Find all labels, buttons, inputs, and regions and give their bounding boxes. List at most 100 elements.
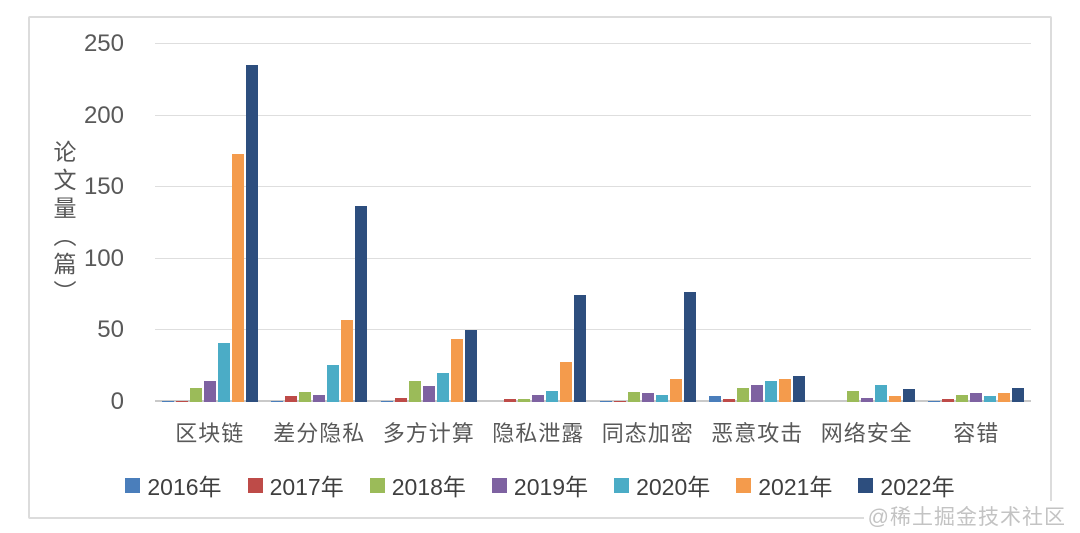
bar-2018年-多方计算 [408,380,421,402]
bar-2021年-同态加密 [669,379,682,402]
bar-group-8 [922,44,1032,402]
bar-2020年-恶意攻击 [765,380,778,402]
bar-2019年-恶意攻击 [751,384,764,402]
bar-2018年-区块链 [189,387,202,402]
bar-2017年-多方计算 [394,397,407,402]
bar-2021年-区块链 [231,154,244,402]
y-tick-label-200: 200 [83,101,124,129]
bar-2018年-同态加密 [627,391,640,402]
chart-card: 论文量（篇） 0 50 100 150 200 250 区块链 差分隐私 多方计算 隐私泄露 同态… [28,16,1052,519]
legend-swatch-2017年 [247,477,263,493]
bar-group-3 [374,44,484,402]
y-tick-label-150: 150 [83,173,124,201]
bar-2017年-容错 [942,399,955,402]
legend-item-2018年: 2018年 [369,468,466,502]
legend-item-2022年: 2022年 [858,468,955,502]
bar-group-2 [265,44,375,402]
legend-label-2021年: 2021年 [758,474,833,500]
bar-2020年-网络安全 [874,384,887,402]
bar-2022年-网络安全 [902,389,915,402]
x-label-5: 同态加密 [601,421,694,446]
bar-2022年-区块链 [245,65,258,402]
bar-2019年-容错 [970,393,983,402]
legend-swatch-2022年 [858,477,874,493]
legend-swatch-2016年 [125,477,141,493]
bar-2017年-同态加密 [613,400,626,402]
legend-label-2022年: 2022年 [880,474,955,500]
x-label-1: 区块链 [175,421,245,446]
x-axis-labels: 区块链 差分隐私 多方计算 隐私泄露 同态加密 恶意攻击 网络安全 容错 [155,416,1031,448]
bar-2022年-容错 [1012,387,1025,402]
bar-2020年-隐私泄露 [546,390,559,402]
bar-2017年-恶意攻击 [723,399,736,402]
legend: 2016年 2017年 2018年 2019年 2020年 2021年 2022年 [30,468,1050,502]
bar-2019年-隐私泄露 [532,394,545,402]
bar-2022年-隐私泄露 [574,294,587,402]
x-label-6: 恶意攻击 [711,421,804,446]
watermark: @稀土掘金技术社区 [863,501,1066,531]
bar-2020年-区块链 [217,343,230,402]
gridline-150 [155,186,1031,188]
bar-2021年-网络安全 [888,396,901,402]
gridline-50 [155,329,1031,331]
legend-item-2016年: 2016年 [125,468,222,502]
gridline-100 [155,257,1031,259]
legend-label-2018年: 2018年 [391,474,466,500]
legend-swatch-2019年 [491,477,507,493]
bar-2017年-隐私泄露 [504,399,517,402]
bar-2019年-网络安全 [860,397,873,402]
legend-item-2019年: 2019年 [491,468,588,502]
y-tick-label-100: 100 [83,244,124,272]
y-tick-label-250: 250 [83,30,124,57]
gridline-200 [155,114,1031,116]
bar-2018年-隐私泄露 [518,399,531,402]
bar-2020年-差分隐私 [327,364,340,402]
legend-item-2021年: 2021年 [736,468,832,502]
bar-2016年-恶意攻击 [709,396,722,402]
bar-2016年-同态加密 [599,400,612,402]
bar-2020年-同态加密 [655,394,668,402]
bar-2019年-差分隐私 [313,394,326,402]
bar-2022年-同态加密 [683,291,696,402]
bar-2016年-差分隐私 [271,400,284,402]
legend-swatch-2020年 [614,477,630,493]
legend-swatch-2021年 [736,477,752,493]
x-label-2: 差分隐私 [273,421,366,446]
bar-2016年-多方计算 [380,400,393,402]
x-label-8: 容错 [953,421,1000,446]
bar-group-4 [484,44,594,402]
x-axis-line [155,400,1031,402]
bar-group-6 [703,44,813,402]
gridline-250 [155,43,1031,44]
bar-2021年-多方计算 [450,339,463,402]
y-axis-title: 论文量（篇） [50,140,76,308]
bar-2021年-容错 [998,393,1011,402]
bar-2018年-差分隐私 [299,391,312,402]
bar-2016年-区块链 [161,400,174,402]
bar-2022年-恶意攻击 [793,376,806,402]
y-tick-label-50: 50 [97,316,124,344]
bar-group-1 [155,44,265,402]
bar-2018年-恶意攻击 [737,387,750,402]
bar-2019年-多方计算 [422,386,435,402]
bar-2017年-差分隐私 [285,396,298,402]
bar-2019年-同态加密 [641,393,654,402]
bar-2018年-容错 [956,394,969,402]
x-label-4: 隐私泄露 [492,421,585,446]
bar-2021年-恶意攻击 [779,379,792,402]
bar-2019年-区块链 [203,380,216,402]
bar-2017年-区块链 [175,400,188,402]
bar-2022年-差分隐私 [355,205,368,402]
bar-2020年-容错 [984,396,997,402]
legend-label-2020年: 2020年 [636,474,711,500]
bar-2018年-网络安全 [846,390,859,402]
bar-group-7 [812,44,922,402]
bar-2020年-多方计算 [436,373,449,402]
legend-swatch-2018年 [369,477,385,493]
bar-groups-container [155,44,1031,402]
bar-2021年-隐私泄露 [560,361,573,402]
legend-item-2020年: 2020年 [614,468,710,502]
y-axis-tick-labels: 0 50 100 150 200 250 [30,18,130,517]
legend-label-2017年: 2017年 [269,474,344,500]
bar-2021年-差分隐私 [341,320,354,402]
